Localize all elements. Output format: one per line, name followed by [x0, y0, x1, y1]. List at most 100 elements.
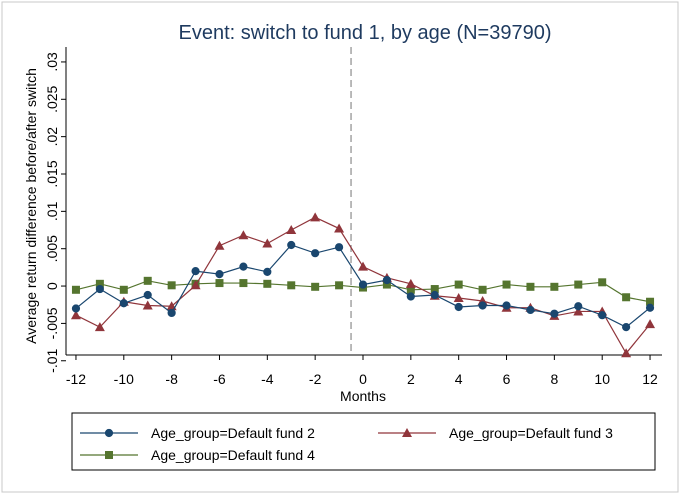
data-point — [622, 293, 631, 302]
data-point — [335, 281, 344, 290]
x-tick-label: -2 — [309, 371, 322, 387]
data-point — [71, 285, 80, 294]
data-point — [621, 348, 632, 358]
data-point — [454, 302, 463, 312]
data-point — [143, 290, 152, 300]
plot-background — [64, 47, 662, 363]
data-point — [406, 292, 415, 301]
data-point — [71, 304, 81, 313]
x-tick-label: 6 — [503, 371, 511, 387]
y-tick-label: -.01 — [44, 348, 60, 372]
data-point — [405, 278, 416, 288]
data-point — [263, 267, 272, 276]
data-point — [239, 262, 248, 271]
legend-marker — [105, 451, 113, 459]
legend-entry: Age_group=Default fund 2 — [80, 425, 315, 441]
y-tick-label: 0 — [44, 282, 60, 290]
x-tick-label: 4 — [455, 371, 463, 387]
y-axis-label: Average return difference before/after s… — [23, 68, 39, 344]
data-point — [574, 280, 583, 289]
data-point — [430, 285, 439, 294]
data-point — [645, 319, 656, 329]
legend-label: Age_group=Default fund 3 — [449, 425, 613, 441]
data-point — [598, 278, 607, 287]
data-point — [334, 223, 345, 233]
data-point — [382, 280, 391, 289]
data-point — [311, 282, 320, 291]
data-point — [142, 300, 153, 310]
y-tick-label: -.005 — [44, 307, 60, 339]
data-point — [311, 249, 320, 258]
data-point — [430, 290, 439, 300]
x-tick-label: 10 — [594, 371, 610, 387]
data-point — [94, 322, 105, 332]
y-tick-label: .015 — [44, 160, 60, 187]
data-point — [406, 285, 415, 294]
data-point — [70, 310, 81, 320]
data-point — [382, 275, 392, 285]
data-point — [645, 303, 655, 312]
data-point — [358, 261, 368, 271]
data-point — [334, 243, 344, 252]
data-point — [95, 284, 104, 294]
x-tick-label: -8 — [165, 371, 178, 387]
data-point — [358, 280, 368, 289]
data-point — [215, 279, 224, 288]
x-tick-label: 12 — [642, 371, 658, 387]
data-point — [190, 280, 201, 290]
legend-entry: Age_group=Default fund 4 — [80, 447, 315, 463]
data-point — [574, 302, 583, 311]
data-point — [550, 309, 559, 318]
y-tick-label: .025 — [44, 85, 60, 112]
data-point — [478, 285, 487, 294]
data-point — [214, 240, 225, 250]
data-point — [238, 230, 249, 240]
data-point — [167, 281, 176, 290]
x-tick-label: -6 — [213, 371, 226, 387]
x-axis-label: Months — [340, 388, 386, 404]
x-tick-label: 8 — [550, 371, 558, 387]
series-1 — [71, 240, 655, 332]
data-point — [191, 267, 200, 276]
legend-label: Age_group=Default fund 2 — [151, 425, 315, 441]
x-tick-label: -4 — [261, 371, 274, 387]
data-point — [453, 293, 464, 303]
x-tick-label: 2 — [407, 371, 415, 387]
data-point — [263, 279, 272, 288]
data-point — [287, 281, 296, 290]
x-tick-label: 0 — [359, 371, 367, 387]
data-point — [478, 301, 487, 310]
legend: Age_group=Default fund 2 Age_group=Defaul… — [71, 412, 656, 471]
data-point — [598, 311, 607, 320]
data-point — [646, 297, 655, 306]
y-tick-label: .03 — [44, 52, 60, 72]
data-point — [526, 305, 535, 315]
data-point — [526, 282, 535, 291]
data-point — [119, 299, 128, 308]
legend-marker — [104, 428, 114, 438]
data-point — [262, 238, 273, 248]
data-point — [167, 308, 176, 318]
data-point — [143, 276, 152, 285]
y-tick-label: .01 — [44, 201, 60, 221]
data-point — [502, 301, 511, 310]
data-point — [310, 212, 321, 222]
data-point — [287, 240, 296, 250]
legend-label: Age_group=Default fund 4 — [151, 447, 315, 463]
data-point — [239, 279, 248, 288]
y-tick-label: .02 — [44, 127, 60, 147]
legend-marker — [402, 428, 412, 437]
x-tick-label: -10 — [114, 371, 134, 387]
chart-title: Event: switch to fund 1, by age (N=39790… — [179, 22, 552, 44]
data-point — [215, 270, 224, 279]
data-point — [286, 225, 297, 235]
data-point — [622, 323, 631, 332]
data-point — [95, 279, 104, 288]
plot-area: -.01 -.005 0 .005 .01 .015 .02 .025 .03 -12 -10 -8 -… — [44, 47, 662, 387]
x-tick-label: -12 — [66, 371, 86, 387]
legend-entry: Age_group=Default fund 3 — [378, 425, 613, 441]
data-point — [119, 285, 128, 294]
data-point — [502, 280, 511, 289]
